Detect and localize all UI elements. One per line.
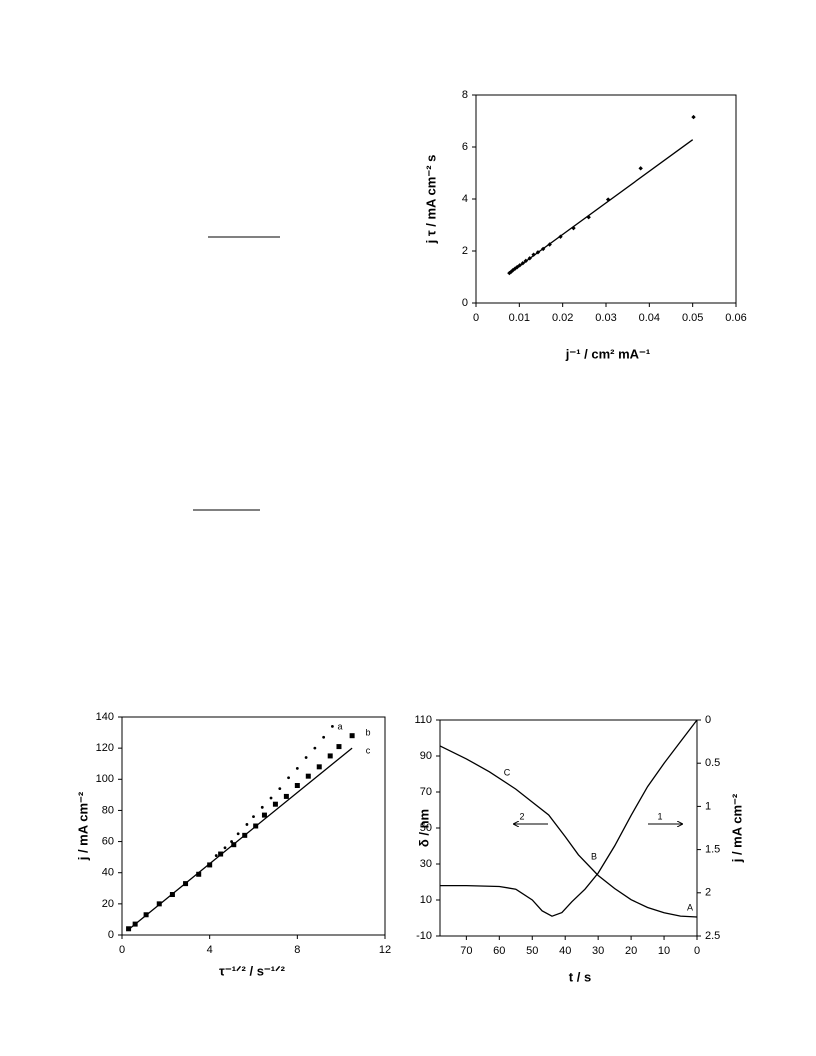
y-tick-label: 4 xyxy=(462,193,468,205)
x-tick-label: 30 xyxy=(592,945,604,957)
y-tick-label: 50 xyxy=(420,822,432,834)
x-tick-label: 20 xyxy=(625,945,637,957)
y2-tick-label: 2 xyxy=(705,887,711,899)
point xyxy=(287,776,290,780)
point xyxy=(305,773,311,779)
series-label: 1 xyxy=(657,811,662,821)
y-tick-label: 80 xyxy=(102,804,114,816)
x-axis-label: j⁻¹ / cm² mA⁻¹ xyxy=(565,346,651,361)
x-axis-label: t / s xyxy=(569,969,591,984)
x-tick-label: 0.03 xyxy=(595,312,616,324)
point xyxy=(336,744,342,750)
y-tick-label: 140 xyxy=(96,711,114,723)
annotation: A xyxy=(687,902,693,912)
x-tick-label: 40 xyxy=(559,945,571,957)
point xyxy=(196,871,202,877)
annotation: C xyxy=(504,767,511,777)
y-tick-label: 110 xyxy=(414,714,432,726)
y2-tick-label: 1.5 xyxy=(705,844,720,856)
point xyxy=(278,787,282,791)
series-label: b xyxy=(365,727,370,737)
point xyxy=(252,815,255,819)
x-tick-label: 10 xyxy=(658,945,670,957)
series-label: c xyxy=(366,745,371,755)
x-tick-label: 0.05 xyxy=(682,312,703,324)
x-tick-label: 0.04 xyxy=(639,312,660,324)
y2-tick-label: 2.5 xyxy=(705,930,720,942)
y-axis-label: j τ / mA cm⁻² s xyxy=(423,155,438,245)
y-axis-label: j / mA cm⁻² xyxy=(75,791,90,861)
x-tick-label: 0.02 xyxy=(552,312,573,324)
point xyxy=(638,166,643,171)
x-tick-label: 4 xyxy=(207,944,213,956)
y-tick-label: 120 xyxy=(96,742,114,754)
series-line xyxy=(128,747,353,931)
y-tick-label: 0 xyxy=(108,929,114,941)
point xyxy=(245,823,249,826)
y2-tick-label: 0 xyxy=(705,714,711,726)
point xyxy=(236,832,240,836)
x-axis-label: τ⁻¹ᐟ² / s⁻¹ᐟ² xyxy=(219,963,286,978)
plot-frame xyxy=(121,716,386,936)
y-tick-label: -10 xyxy=(416,930,432,942)
x-tick-label: 8 xyxy=(294,944,300,956)
y2-tick-label: 0.5 xyxy=(705,757,720,769)
point xyxy=(269,796,273,800)
point xyxy=(322,735,326,739)
x-tick-label: 70 xyxy=(460,945,472,957)
point xyxy=(272,801,278,807)
point xyxy=(223,846,227,850)
point xyxy=(207,862,213,868)
series-line xyxy=(439,745,698,918)
series-line xyxy=(440,719,698,917)
y-tick-label: 90 xyxy=(420,750,432,762)
y-tick-label: 100 xyxy=(96,773,114,785)
point xyxy=(531,252,536,257)
y2-tick-label: 1 xyxy=(705,800,711,812)
x-tick-label: 0 xyxy=(473,312,479,324)
y-tick-label: 60 xyxy=(102,835,114,847)
plot-frame xyxy=(439,719,698,937)
y-tick-label: 30 xyxy=(420,858,432,870)
x-tick-label: 12 xyxy=(379,944,391,956)
series-label: a xyxy=(337,721,342,731)
point xyxy=(691,114,696,120)
point xyxy=(295,766,299,770)
point xyxy=(327,753,333,759)
y-tick-label: 6 xyxy=(462,141,468,153)
series-line xyxy=(508,139,694,275)
series-label: 2 xyxy=(519,811,524,821)
point xyxy=(260,805,264,809)
point xyxy=(349,733,355,739)
point xyxy=(313,746,317,750)
y-tick-label: 2 xyxy=(462,245,468,257)
y2-axis-label: j / mA cm⁻² xyxy=(729,793,744,863)
point xyxy=(331,724,334,728)
x-tick-label: 0.06 xyxy=(725,312,746,324)
x-tick-label: 50 xyxy=(526,945,538,957)
point xyxy=(586,215,591,220)
y-tick-label: 10 xyxy=(420,894,432,906)
y-tick-label: 20 xyxy=(102,898,114,910)
x-tick-label: 0 xyxy=(119,944,125,956)
point xyxy=(294,783,300,789)
y-axis-label: δ / nm xyxy=(416,809,431,847)
plot-frame xyxy=(475,94,737,304)
point xyxy=(304,756,308,759)
y-tick-label: 0 xyxy=(462,297,468,309)
point xyxy=(214,854,218,857)
y-tick-label: 40 xyxy=(102,867,114,879)
x-tick-label: 0.01 xyxy=(509,312,530,324)
y-tick-label: 8 xyxy=(462,89,468,101)
point xyxy=(316,764,322,770)
annotation: B xyxy=(591,851,597,861)
x-tick-label: 60 xyxy=(493,945,505,957)
x-tick-label: 0 xyxy=(694,945,700,957)
point xyxy=(283,793,289,799)
point xyxy=(261,812,267,818)
y-tick-label: 70 xyxy=(420,786,432,798)
